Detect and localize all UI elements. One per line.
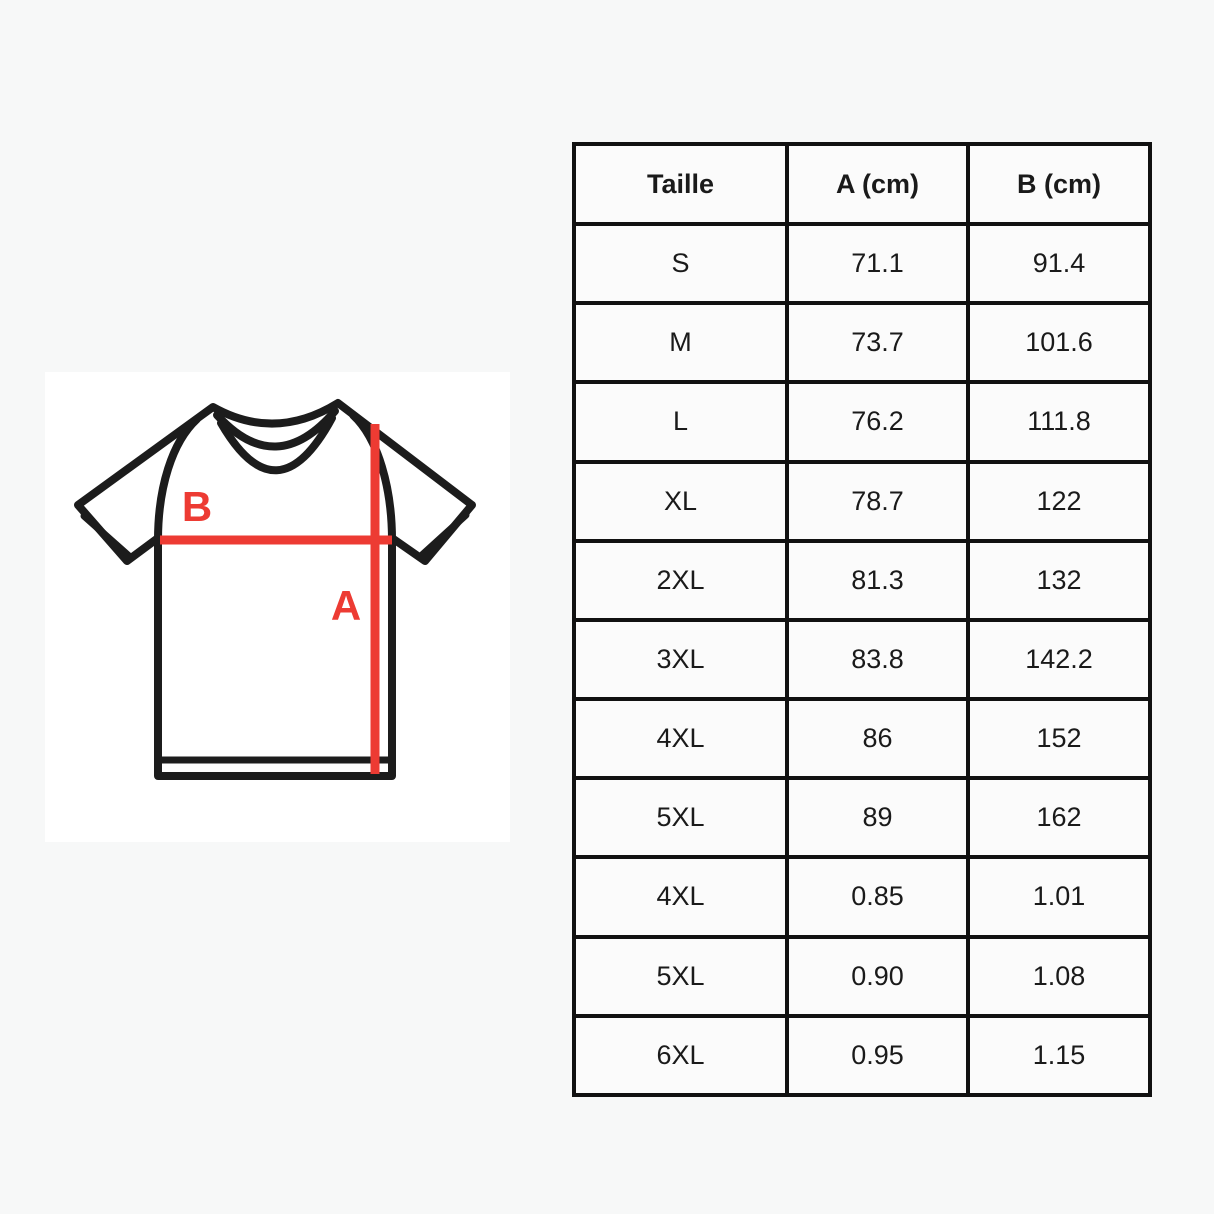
b-value-cell: 91.4 xyxy=(966,221,1152,306)
a-value-cell: 86 xyxy=(785,697,970,781)
b-value-cell: 1.08 xyxy=(966,934,1152,1018)
b-value-cell: 101.6 xyxy=(966,301,1152,385)
size-cell: 5XL xyxy=(572,776,789,860)
size-cell: 2XL xyxy=(572,538,789,622)
a-value-cell: 76.2 xyxy=(785,380,970,464)
collar-middle-arc xyxy=(213,407,339,451)
a-value-cell: 71.1 xyxy=(785,221,970,306)
a-value-cell: 0.95 xyxy=(785,1013,970,1098)
size-cell: 4XL xyxy=(572,855,789,939)
measure-label-a: A xyxy=(331,582,361,629)
col-header-b: B (cm) xyxy=(966,142,1152,226)
b-value-cell: 132 xyxy=(966,538,1152,622)
col-header-a: A (cm) xyxy=(785,142,970,226)
measure-label-b: B xyxy=(182,483,212,530)
size-cell: XL xyxy=(572,459,789,543)
right-cuff-line xyxy=(418,511,470,559)
table-row: M 73.7 101.6 xyxy=(572,301,1152,385)
a-value-cell: 73.7 xyxy=(785,301,970,385)
table-row: 6XL 0.95 1.15 xyxy=(572,1013,1152,1098)
b-value-cell: 152 xyxy=(966,697,1152,781)
tshirt-outline xyxy=(74,399,476,780)
right-sleeve-seam xyxy=(349,411,396,544)
a-value-cell: 0.85 xyxy=(785,855,970,939)
table-row: 3XL 83.8 142.2 xyxy=(572,617,1152,702)
size-cell: 5XL xyxy=(572,934,789,1018)
a-value-cell: 0.90 xyxy=(785,934,970,1018)
size-cell: S xyxy=(572,221,789,306)
table-row: 4XL 0.85 1.01 xyxy=(572,855,1152,939)
table-row: 4XL 86 152 xyxy=(572,697,1152,781)
tshirt-illustration-panel: B A xyxy=(45,372,510,842)
table-row: S 71.1 91.4 xyxy=(572,221,1152,306)
size-table: Taille A (cm) B (cm) S 71.1 91.4 M 73.7 … xyxy=(572,142,1152,1098)
size-cell: 6XL xyxy=(572,1013,789,1098)
b-value-cell: 162 xyxy=(966,776,1152,860)
collar-inner-arc xyxy=(217,414,336,475)
b-value-cell: 1.15 xyxy=(966,1013,1152,1098)
table-header-row: Taille A (cm) B (cm) xyxy=(572,142,1152,226)
table-row: 5XL 0.90 1.08 xyxy=(572,934,1152,1018)
b-value-cell: 111.8 xyxy=(966,380,1152,464)
b-value-cell: 122 xyxy=(966,459,1152,543)
size-cell: L xyxy=(572,380,789,464)
col-header-size: Taille xyxy=(572,142,789,226)
left-cuff-line xyxy=(80,512,133,560)
a-value-cell: 89 xyxy=(785,776,970,860)
table-row: 5XL 89 162 xyxy=(572,776,1152,860)
a-value-cell: 81.3 xyxy=(785,538,970,622)
size-cell: M xyxy=(572,301,789,385)
left-sleeve-seam xyxy=(154,415,201,544)
a-value-cell: 83.8 xyxy=(785,617,970,702)
b-value-cell: 1.01 xyxy=(966,855,1152,939)
table-row: XL 78.7 122 xyxy=(572,459,1152,543)
table-row: 2XL 81.3 132 xyxy=(572,538,1152,622)
b-value-cell: 142.2 xyxy=(966,617,1152,702)
tshirt-diagram-icon: B A xyxy=(74,399,476,780)
table-row: L 76.2 111.8 xyxy=(572,380,1152,464)
size-cell: 4XL xyxy=(572,697,789,781)
a-value-cell: 78.7 xyxy=(785,459,970,543)
size-cell: 3XL xyxy=(572,617,789,702)
